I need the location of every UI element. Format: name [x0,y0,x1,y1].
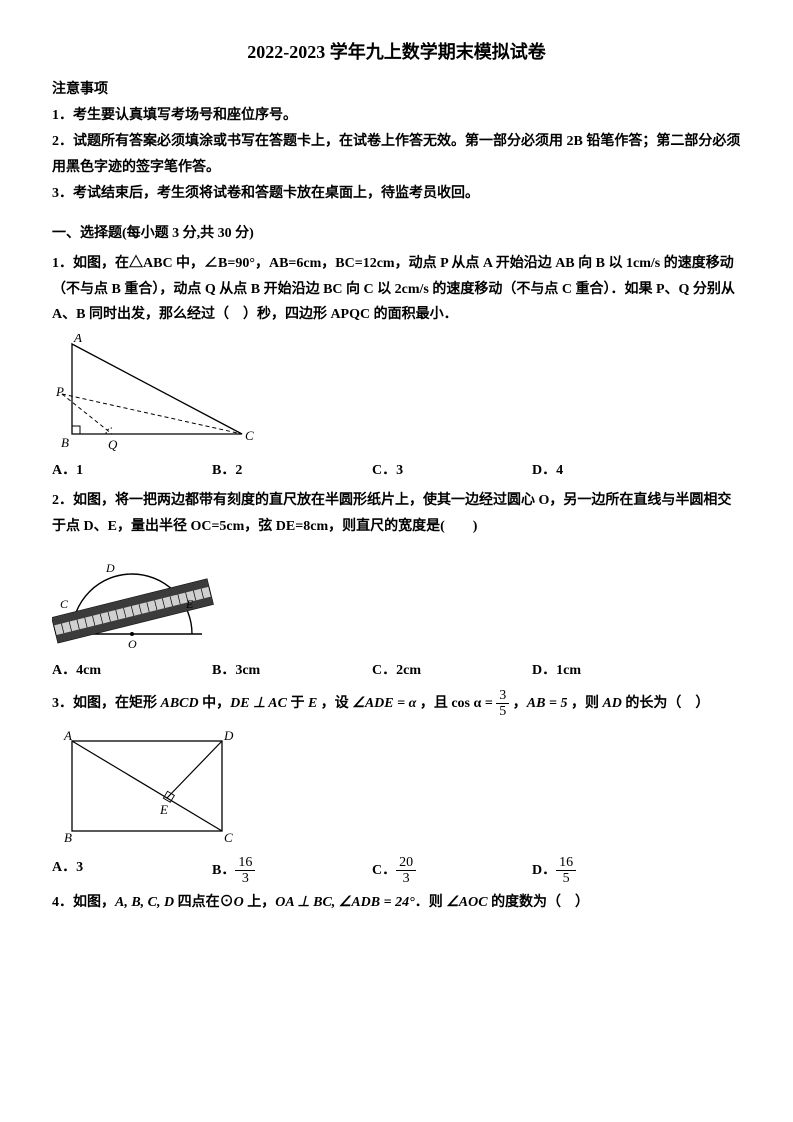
svg-text:B: B [61,435,69,450]
q3-diagram: A D B C E [52,726,741,851]
svg-text:C: C [245,428,254,443]
svg-text:E: E [185,597,194,611]
svg-text:O: O [128,637,137,651]
svg-text:A: A [63,728,72,743]
q1-diagram: A P B Q C [52,334,741,454]
notice-item-1: 1．考生要认真填写考场号和座位序号。 [52,103,741,129]
notice-item-3: 3．考试结束后，考生须将试卷和答题卡放在桌面上，待监考员收回。 [52,181,741,207]
q2-text: 2．如图，将一把两边都带有刻度的直尺放在半圆形纸片上，使其一边经过圆心 O，另一… [52,488,741,540]
q3-opt-c: C．203 [372,855,532,887]
q1-opt-d: D．4 [532,458,692,484]
q3-text: 3．如图，在矩形 ABCD 中，DE ⊥ AC 于 E ，设 ∠ADE = α … [52,688,741,720]
svg-text:D: D [223,728,234,743]
svg-text:Q: Q [108,437,118,452]
q1-text: 1．如图，在△ABC 中，∠B=90°，AB=6cm，BC=12cm，动点 P … [52,251,741,329]
q3-options: A．3 B．163 C．203 D．165 [52,855,741,887]
spacer [52,207,741,221]
svg-text:D: D [105,561,115,575]
section1-header: 一、选择题(每小题 3 分,共 30 分) [52,221,741,247]
svg-text:C: C [60,597,69,611]
q2-opt-c: C．2cm [372,658,532,684]
q3-opt-b: B．163 [212,855,372,887]
q2-opt-d: D．1cm [532,658,692,684]
q1-opt-c: C．3 [372,458,532,484]
q3-opt-d: D．165 [532,855,692,887]
page-title: 2022-2023 学年九上数学期末模拟试卷 [52,36,741,69]
q2-opt-b: B．3cm [212,658,372,684]
q2-options: A．4cm B．3cm C．2cm D．1cm [52,658,741,684]
q2-diagram: C D E O [52,554,741,654]
q1-opt-b: B．2 [212,458,372,484]
svg-text:A: A [73,334,82,345]
q3-opt-a: A．3 [52,855,212,887]
q1-opt-a: A．1 [52,458,212,484]
notice-item-2: 2．试题所有答案必须填涂或书写在答题卡上，在试卷上作答无效。第一部分必须用 2B… [52,129,741,181]
svg-text:P: P [55,384,64,399]
notice-header: 注意事项 [52,77,741,103]
svg-text:B: B [64,830,72,845]
q4-text: 4．如图，A, B, C, D 四点在⊙O 上，OA ⊥ BC, ∠ADB = … [52,890,741,916]
svg-text:C: C [224,830,233,845]
q1-options: A．1 B．2 C．3 D．4 [52,458,741,484]
svg-text:E: E [159,802,168,817]
q2-opt-a: A．4cm [52,658,212,684]
